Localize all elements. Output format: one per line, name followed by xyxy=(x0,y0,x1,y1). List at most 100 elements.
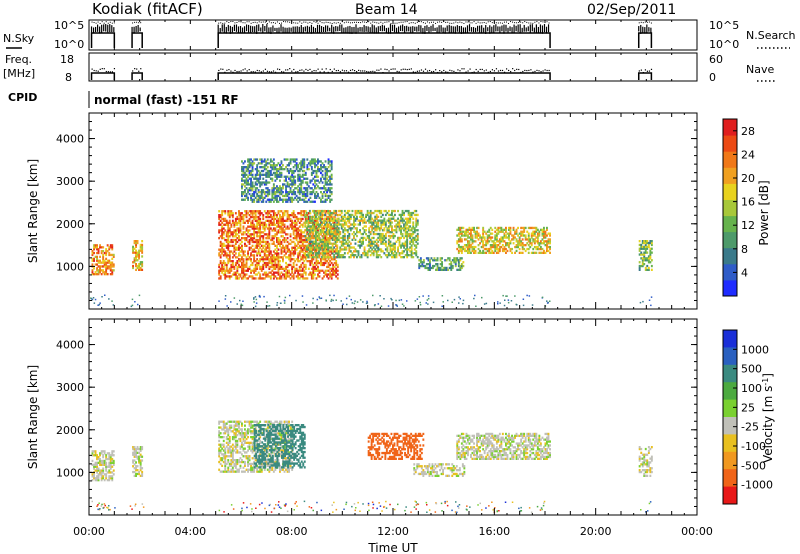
echo-cell xyxy=(266,273,269,276)
echo-cell xyxy=(375,213,378,217)
echo-cell xyxy=(477,234,480,237)
echo-cell xyxy=(268,233,271,236)
echo-cell xyxy=(247,277,249,280)
echo-cell xyxy=(250,181,252,184)
echo-cell xyxy=(306,231,309,234)
echo-cell xyxy=(305,248,308,251)
nave-sample xyxy=(514,69,516,72)
echo-cell xyxy=(307,212,310,215)
echo-cell xyxy=(308,219,311,222)
echo-cell xyxy=(533,232,536,235)
echo-cell xyxy=(277,162,280,165)
echo-cell xyxy=(360,215,363,218)
echo-cell xyxy=(520,230,523,233)
echo-cell xyxy=(135,264,137,268)
echo-cell xyxy=(245,214,248,217)
echo-cell xyxy=(406,244,409,247)
nsearch-sample xyxy=(327,22,329,24)
echo-cell xyxy=(374,219,377,222)
echo-cell xyxy=(536,232,539,235)
echo-cell xyxy=(310,277,313,280)
echo-cell xyxy=(295,217,298,221)
echo-cell xyxy=(406,246,409,249)
echo-cell xyxy=(274,267,277,270)
echo-cell xyxy=(330,217,333,220)
echo-cell xyxy=(476,232,478,235)
echo-cell xyxy=(135,251,137,254)
nsearch-sample xyxy=(471,22,473,24)
echo-cell xyxy=(332,271,335,274)
echo-cell xyxy=(345,246,348,249)
echo-cell xyxy=(369,238,372,241)
echo-cell xyxy=(404,232,407,236)
echo-cell xyxy=(314,162,316,165)
echo-cell xyxy=(241,256,243,259)
echo-cell xyxy=(247,269,249,272)
echo-cell xyxy=(253,258,256,261)
echo-cell xyxy=(219,260,222,263)
nave-sample xyxy=(329,68,331,71)
echo-cell xyxy=(643,247,646,250)
echo-cell xyxy=(268,248,271,251)
speckle-point xyxy=(502,294,504,297)
echo-cell xyxy=(515,228,518,231)
echo-cell xyxy=(506,244,509,247)
echo-cell xyxy=(96,251,98,255)
nsearch-sample xyxy=(279,22,280,24)
nave-sample xyxy=(437,71,439,74)
echo-cell xyxy=(406,231,409,234)
echo-cell xyxy=(413,231,416,234)
echo-cell xyxy=(324,273,327,276)
echo-cell xyxy=(395,225,398,228)
echo-cell xyxy=(274,175,277,178)
echo-cell xyxy=(343,236,346,240)
echo-cell xyxy=(297,229,300,232)
echo-cell xyxy=(336,233,339,236)
echo-cell xyxy=(100,250,103,253)
echo-cell xyxy=(319,225,322,228)
echo-cell xyxy=(260,269,263,272)
echo-cell xyxy=(304,258,307,261)
echo-cell xyxy=(441,257,443,260)
echo-cell xyxy=(298,225,301,228)
echo-cell xyxy=(239,217,242,221)
echo-cell xyxy=(380,248,383,251)
echo-cell xyxy=(294,250,297,253)
echo-cell xyxy=(512,236,515,239)
echo-cell xyxy=(397,236,399,240)
echo-cell xyxy=(483,251,486,254)
echo-cell xyxy=(280,192,283,196)
echo-cell xyxy=(268,271,271,274)
echo-cell xyxy=(292,169,295,173)
echo-cell xyxy=(305,215,308,218)
echo-cell xyxy=(479,242,481,245)
echo-cell xyxy=(294,269,297,272)
echo-cell xyxy=(272,256,275,259)
echo-cell xyxy=(265,173,268,176)
echo-cell xyxy=(298,267,301,270)
echo-cell xyxy=(244,244,246,247)
echo-cell xyxy=(349,246,352,249)
echo-cell xyxy=(389,254,392,257)
echo-cell xyxy=(641,247,644,250)
freq-panel: Freq. [MHz] 18 8 60 0 Nave xyxy=(3,52,776,84)
echo-cell xyxy=(354,254,357,257)
echo-cell xyxy=(263,273,266,276)
echo-cell xyxy=(307,236,310,240)
nsearch-sample xyxy=(349,22,351,24)
echo-cell xyxy=(91,250,94,253)
echo-cell xyxy=(491,249,494,253)
echo-cell xyxy=(257,261,260,265)
echo-cell xyxy=(231,231,234,234)
echo-cell xyxy=(546,245,548,249)
echo-cell xyxy=(459,240,462,243)
echo-cell xyxy=(234,252,237,255)
echo-cell xyxy=(259,265,262,269)
echo-cell xyxy=(263,223,266,226)
echo-cell xyxy=(354,211,357,215)
echo-cell xyxy=(375,209,378,213)
echo-cell xyxy=(268,192,271,196)
nave-sample xyxy=(136,68,138,70)
echo-cell xyxy=(307,246,310,249)
echo-cell xyxy=(272,162,275,165)
